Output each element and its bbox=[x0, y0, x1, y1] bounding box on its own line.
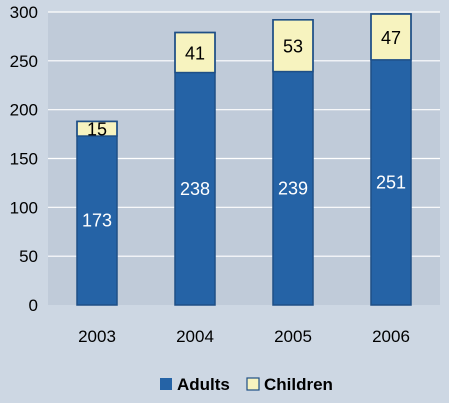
bar-outline bbox=[76, 120, 118, 306]
bar-outline bbox=[174, 31, 216, 306]
data-label-adults: 239 bbox=[278, 178, 308, 198]
data-label-adults: 251 bbox=[376, 172, 406, 192]
y-tick-label: 100 bbox=[10, 198, 38, 217]
data-label-children: 15 bbox=[87, 120, 107, 140]
legend-swatch bbox=[160, 378, 172, 390]
x-tick-label: 2006 bbox=[372, 327, 410, 346]
bar-adults bbox=[175, 72, 215, 305]
y-axis-tick-labels: 0 50 100 150 200 250 300 bbox=[10, 3, 38, 315]
y-tick-label: 250 bbox=[10, 52, 38, 71]
bar-adults bbox=[273, 71, 313, 306]
bar-outline bbox=[370, 13, 412, 306]
bars: 173 15 238 41 239 53 251 47 bbox=[76, 13, 412, 306]
data-label-adults: 238 bbox=[180, 179, 210, 199]
y-tick-label: 50 bbox=[19, 247, 38, 266]
y-tick-label: 200 bbox=[10, 101, 38, 120]
data-label-adults: 173 bbox=[82, 211, 112, 231]
bar-adults bbox=[77, 136, 117, 305]
bar-adults bbox=[371, 59, 411, 306]
legend-label: Adults bbox=[177, 375, 230, 394]
x-axis-tick-labels: 2003 2004 2005 2006 bbox=[78, 327, 410, 346]
data-label-children: 53 bbox=[283, 37, 303, 57]
y-tick-label: 0 bbox=[29, 296, 38, 315]
y-tick-label: 300 bbox=[10, 3, 38, 22]
data-label-children: 47 bbox=[381, 28, 401, 48]
legend: Adults Children bbox=[160, 375, 333, 394]
legend-swatch bbox=[246, 377, 260, 391]
x-tick-label: 2003 bbox=[78, 327, 116, 346]
legend-label: Children bbox=[264, 375, 333, 394]
bar-outline bbox=[272, 19, 314, 306]
data-label-children: 41 bbox=[185, 44, 205, 64]
y-tick-label: 150 bbox=[10, 150, 38, 169]
x-tick-label: 2005 bbox=[274, 327, 312, 346]
x-tick-label: 2004 bbox=[176, 327, 214, 346]
